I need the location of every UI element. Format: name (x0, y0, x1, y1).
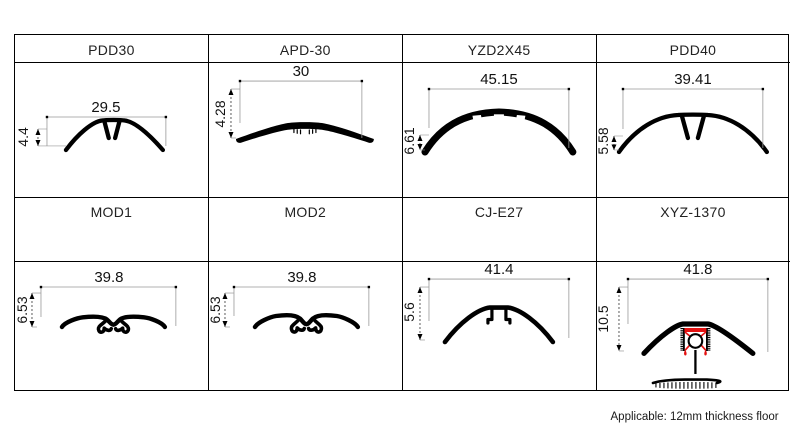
svg-text:6.53: 6.53 (15, 297, 30, 324)
svg-text:39.8: 39.8 (94, 269, 123, 286)
svg-text:4.4: 4.4 (15, 127, 31, 147)
svg-text:41.4: 41.4 (485, 261, 514, 278)
svg-text:5.58: 5.58 (596, 127, 611, 154)
svg-text:39.8: 39.8 (288, 269, 317, 286)
svg-text:5.6: 5.6 (402, 302, 417, 322)
svg-text:6.53: 6.53 (208, 297, 223, 324)
svg-text:30: 30 (293, 63, 310, 80)
svg-text:4.28: 4.28 (212, 100, 228, 127)
svg-text:6.61: 6.61 (402, 127, 417, 154)
svg-text:10.5: 10.5 (596, 306, 611, 333)
svg-text:29.5: 29.5 (91, 99, 120, 116)
svg-text:45.15: 45.15 (480, 71, 517, 88)
svg-text:39.41: 39.41 (674, 71, 711, 88)
svg-text:41.8: 41.8 (683, 261, 712, 278)
